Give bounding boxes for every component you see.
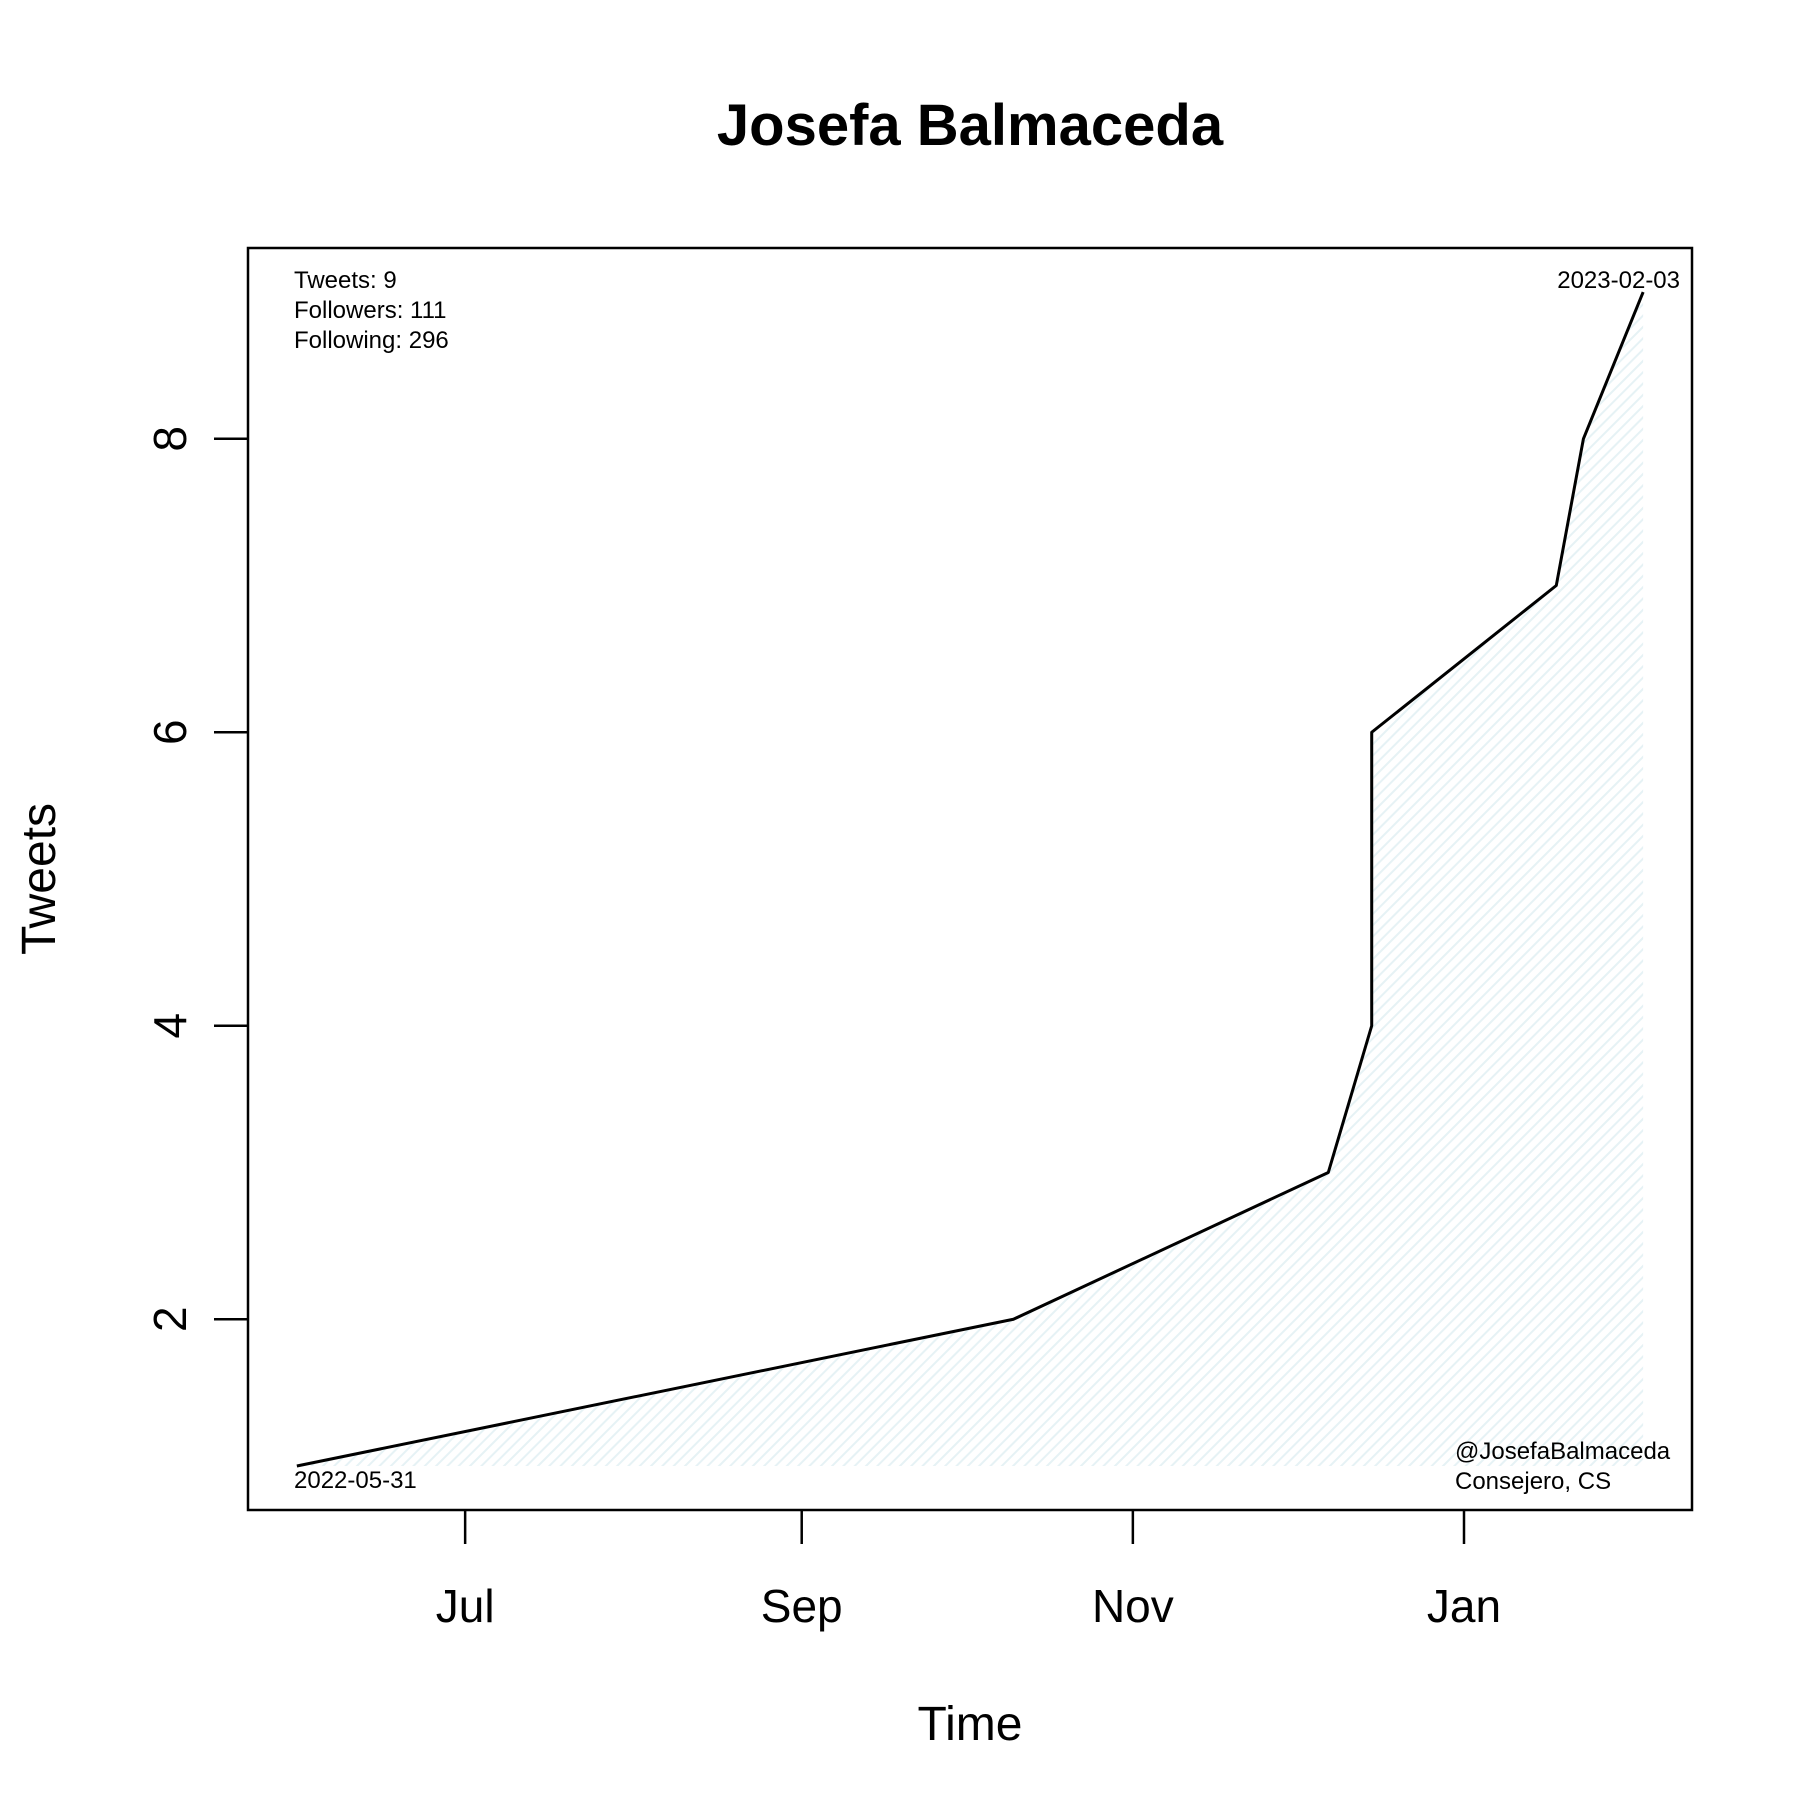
y-tick-label-1: 4 bbox=[144, 1013, 196, 1039]
x-axis: Jul Sep Nov Jan bbox=[436, 1510, 1501, 1632]
plot-area bbox=[296, 291, 1645, 1468]
y-axis-title: Tweets bbox=[13, 803, 66, 955]
series-line-0 bbox=[296, 291, 1645, 1468]
stats-block: Tweets: 9 Followers: 111 Following: 296 bbox=[294, 267, 449, 354]
handle-label: @JosefaBalmaceda bbox=[1455, 1438, 1671, 1465]
start-date-label: 2022-05-31 bbox=[294, 1467, 417, 1494]
plot-frame bbox=[246, 246, 1694, 1512]
y-tick-label-2: 6 bbox=[144, 719, 196, 745]
y-tick-label-3: 8 bbox=[144, 426, 196, 452]
stat-line-2: Following: 296 bbox=[294, 327, 449, 354]
x-axis-title: Time bbox=[918, 1698, 1023, 1751]
y-axis: 2 4 6 8 bbox=[144, 426, 248, 1332]
x-tick-label-3: Jan bbox=[1427, 1580, 1501, 1632]
chart-title: Josefa Balmaceda bbox=[717, 93, 1224, 158]
x-tick-label-1: Sep bbox=[761, 1580, 843, 1632]
x-tick-label-2: Nov bbox=[1092, 1580, 1174, 1632]
series-area-0 bbox=[296, 292, 1644, 1466]
stat-line-0: Tweets: 9 bbox=[294, 267, 397, 294]
y-tick-label-0: 2 bbox=[144, 1306, 196, 1332]
stat-line-1: Followers: 111 bbox=[294, 297, 447, 324]
end-date-label: 2023-02-03 bbox=[1557, 267, 1680, 294]
x-tick-label-0: Jul bbox=[436, 1580, 495, 1632]
role-label: Consejero, CS bbox=[1455, 1468, 1611, 1495]
